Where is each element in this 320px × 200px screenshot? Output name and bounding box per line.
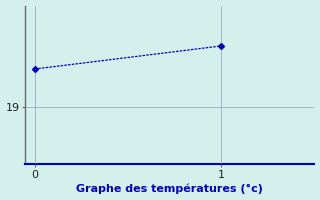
X-axis label: Graphe des températures (°c): Graphe des températures (°c) (76, 184, 263, 194)
